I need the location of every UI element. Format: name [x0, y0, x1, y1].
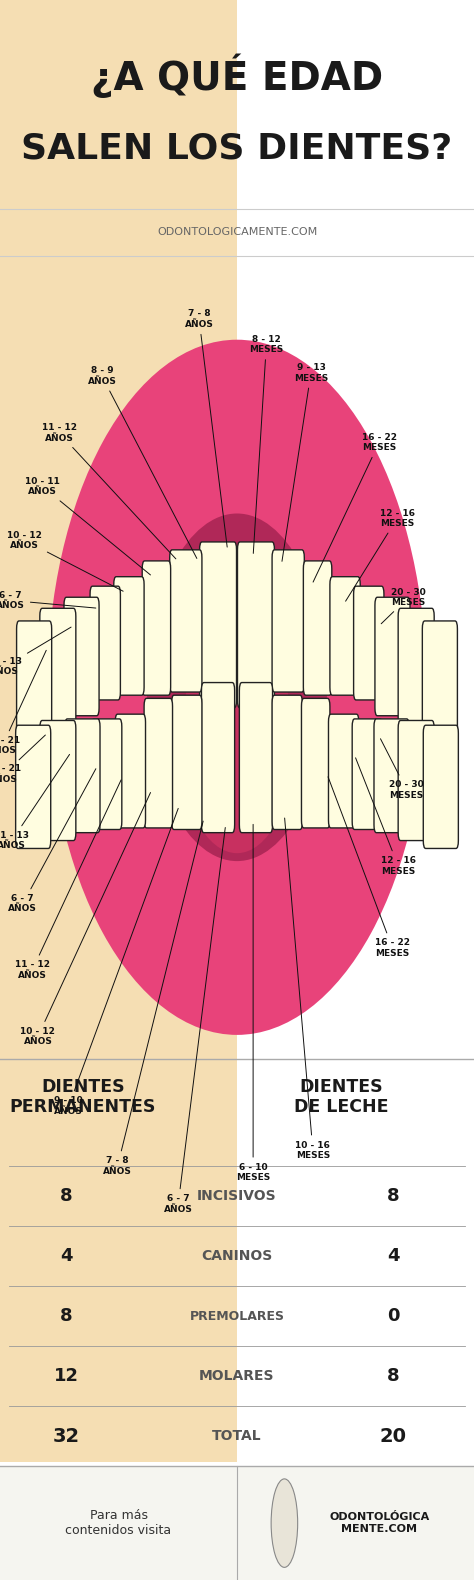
FancyBboxPatch shape	[91, 719, 122, 830]
FancyBboxPatch shape	[40, 720, 76, 841]
Text: 8: 8	[387, 1367, 400, 1386]
Text: Para más
contenidos visita: Para más contenidos visita	[65, 1509, 172, 1537]
Text: 4: 4	[60, 1247, 73, 1266]
Text: PREMOLARES: PREMOLARES	[190, 1310, 284, 1322]
Text: ¿A QUÉ EDAD: ¿A QUÉ EDAD	[91, 54, 383, 98]
Text: TOTAL: TOTAL	[212, 1430, 262, 1443]
FancyBboxPatch shape	[144, 698, 173, 828]
Ellipse shape	[47, 340, 427, 1035]
Text: 12: 12	[54, 1367, 79, 1386]
Text: 8: 8	[60, 1307, 73, 1326]
Bar	[0, 0, 237, 1462]
Text: 9 - 10
AÑOS: 9 - 10 AÑOS	[55, 809, 178, 1115]
FancyBboxPatch shape	[423, 725, 458, 848]
Text: 10 - 12
AÑOS: 10 - 12 AÑOS	[7, 531, 123, 591]
Text: 20 - 30
MESES: 20 - 30 MESES	[381, 739, 424, 799]
Text: 20: 20	[380, 1427, 407, 1446]
Bar	[0, 1466, 474, 1580]
Text: 16 - 22
MESES: 16 - 22 MESES	[328, 777, 410, 957]
Text: 6 - 7
AÑOS: 6 - 7 AÑOS	[9, 769, 96, 913]
FancyBboxPatch shape	[114, 577, 144, 695]
FancyBboxPatch shape	[142, 561, 171, 695]
Text: 12 - 16
MESES: 12 - 16 MESES	[346, 509, 415, 602]
Text: 0: 0	[387, 1307, 400, 1326]
Text: INCISIVOS: INCISIVOS	[197, 1190, 277, 1202]
Text: ODONTOLÓGICA
MENTE.COM: ODONTOLÓGICA MENTE.COM	[329, 1512, 429, 1534]
Text: 6 - 7
AÑOS: 6 - 7 AÑOS	[164, 828, 225, 1213]
Text: 11 - 12
AÑOS: 11 - 12 AÑOS	[42, 423, 176, 559]
Text: 9 - 13
MESES: 9 - 13 MESES	[282, 363, 328, 561]
Text: 16 - 22
MESES: 16 - 22 MESES	[313, 433, 397, 581]
Ellipse shape	[147, 514, 327, 861]
Text: DIENTES
PERMANENTES: DIENTES PERMANENTES	[10, 1078, 156, 1117]
FancyBboxPatch shape	[64, 597, 99, 716]
Text: 17 - 21
AÑOS: 17 - 21 AÑOS	[0, 735, 46, 784]
FancyBboxPatch shape	[303, 561, 332, 695]
Text: 12 - 13
AÑOS: 12 - 13 AÑOS	[0, 627, 71, 676]
FancyBboxPatch shape	[422, 621, 457, 744]
Text: 12 - 16
MESES: 12 - 16 MESES	[356, 758, 416, 875]
FancyBboxPatch shape	[172, 695, 202, 830]
FancyBboxPatch shape	[375, 597, 410, 716]
FancyBboxPatch shape	[237, 542, 274, 708]
FancyBboxPatch shape	[200, 542, 237, 708]
FancyBboxPatch shape	[115, 714, 146, 828]
FancyBboxPatch shape	[170, 550, 202, 692]
FancyBboxPatch shape	[17, 621, 52, 744]
FancyBboxPatch shape	[301, 698, 330, 828]
Circle shape	[271, 1479, 298, 1567]
Text: 8: 8	[387, 1187, 400, 1206]
Text: CANINOS: CANINOS	[201, 1250, 273, 1262]
Text: 7 - 8
AÑOS: 7 - 8 AÑOS	[185, 310, 227, 547]
FancyBboxPatch shape	[65, 719, 100, 833]
FancyBboxPatch shape	[354, 586, 384, 700]
FancyBboxPatch shape	[272, 695, 302, 830]
Text: 8: 8	[60, 1187, 73, 1206]
Text: 6 - 10
MESES: 6 - 10 MESES	[236, 825, 270, 1182]
Ellipse shape	[201, 564, 273, 698]
Text: 6 - 7
AÑOS: 6 - 7 AÑOS	[0, 591, 96, 610]
Text: 11 - 13
AÑOS: 11 - 13 AÑOS	[0, 754, 70, 850]
FancyBboxPatch shape	[398, 720, 434, 841]
Text: 10 - 12
AÑOS: 10 - 12 AÑOS	[20, 793, 151, 1046]
FancyBboxPatch shape	[201, 683, 235, 833]
FancyBboxPatch shape	[330, 577, 360, 695]
FancyBboxPatch shape	[328, 714, 359, 828]
Text: 4: 4	[387, 1247, 400, 1266]
Text: DIENTES
DE LECHE: DIENTES DE LECHE	[294, 1078, 389, 1117]
Text: 10 - 16
MESES: 10 - 16 MESES	[284, 818, 330, 1160]
Text: 10 - 11
AÑOS: 10 - 11 AÑOS	[25, 477, 150, 575]
Text: 32: 32	[53, 1427, 80, 1446]
FancyBboxPatch shape	[90, 586, 120, 700]
Text: MOLARES: MOLARES	[199, 1370, 275, 1382]
Text: 7 - 8
AÑOS: 7 - 8 AÑOS	[103, 822, 203, 1176]
FancyBboxPatch shape	[40, 608, 76, 732]
Ellipse shape	[180, 632, 294, 853]
FancyBboxPatch shape	[239, 683, 273, 833]
FancyBboxPatch shape	[398, 608, 434, 732]
Text: 17 - 21
AÑOS: 17 - 21 AÑOS	[0, 651, 46, 755]
Text: 8 - 9
AÑOS: 8 - 9 AÑOS	[88, 367, 197, 558]
Text: 8 - 12
MESES: 8 - 12 MESES	[249, 335, 283, 553]
FancyBboxPatch shape	[272, 550, 304, 692]
FancyBboxPatch shape	[374, 719, 409, 833]
Text: 20 - 30
MESES: 20 - 30 MESES	[381, 588, 426, 624]
FancyBboxPatch shape	[352, 719, 383, 830]
Text: SALEN LOS DIENTES?: SALEN LOS DIENTES?	[21, 131, 453, 166]
Text: 11 - 12
AÑOS: 11 - 12 AÑOS	[15, 781, 121, 980]
Text: ODONTOLOGICAMENTE.COM: ODONTOLOGICAMENTE.COM	[157, 228, 317, 237]
FancyBboxPatch shape	[16, 725, 51, 848]
